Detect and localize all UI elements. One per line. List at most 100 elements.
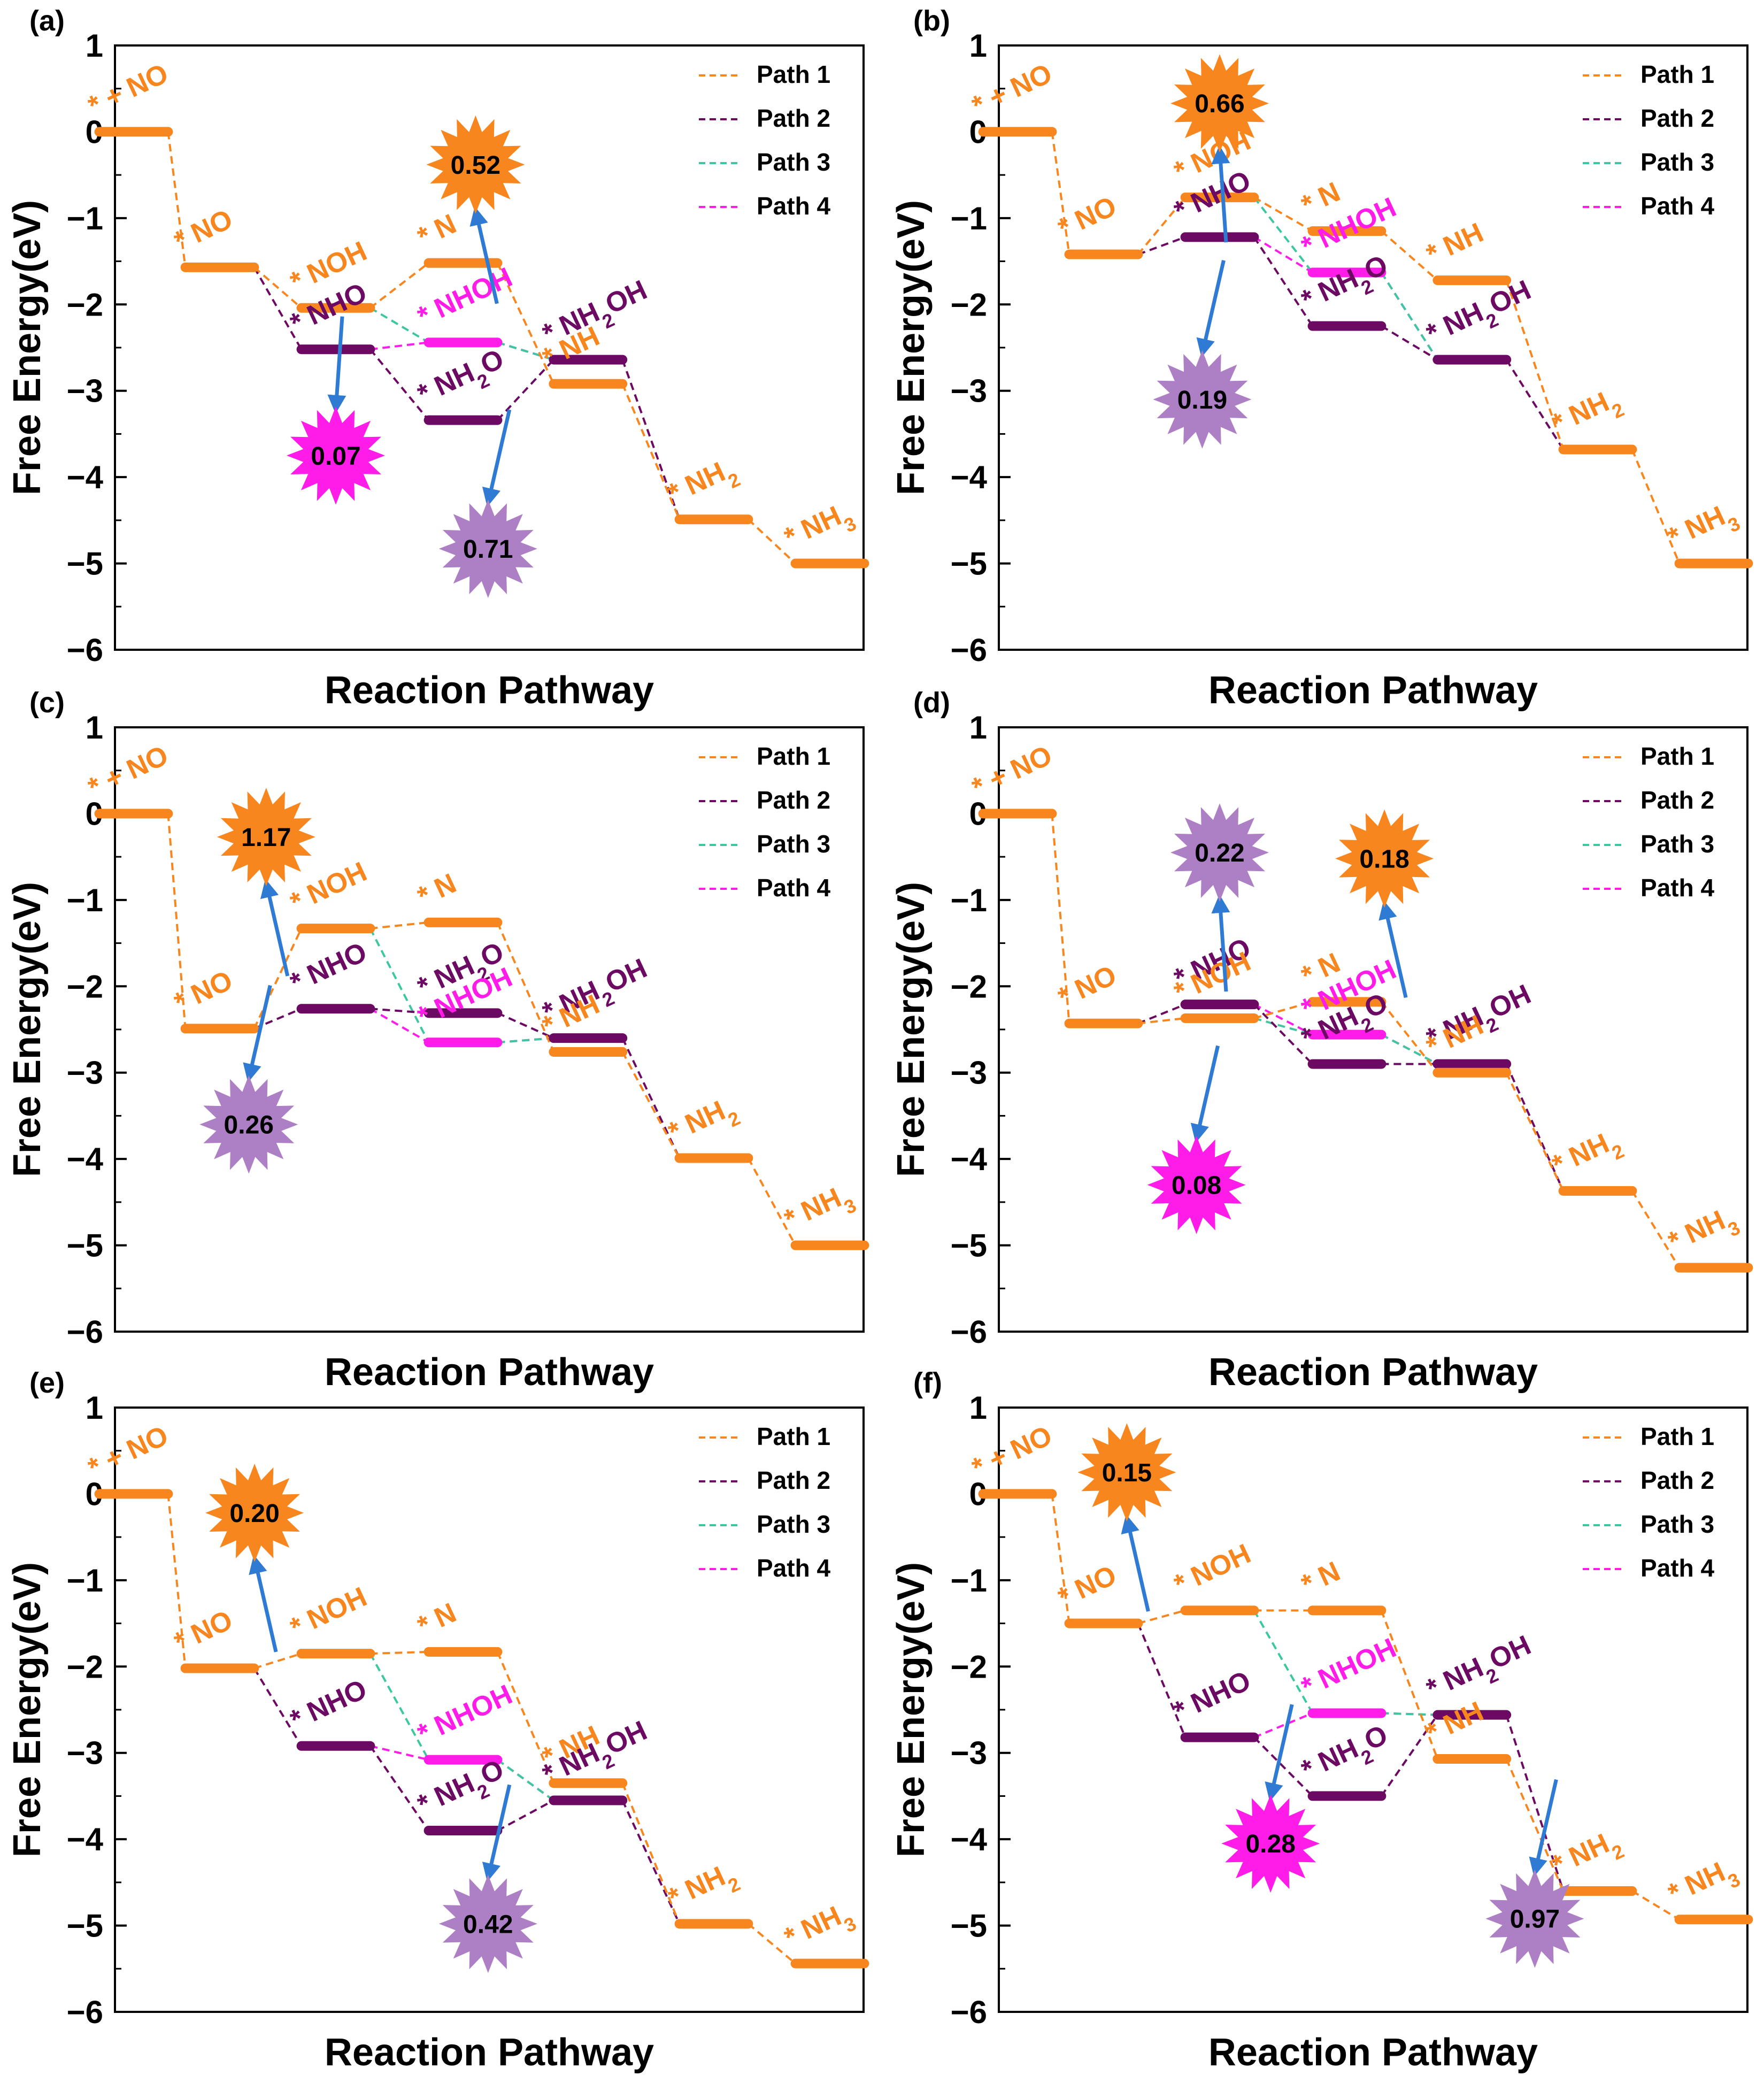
- species-label: * NO: [1053, 190, 1121, 244]
- connector-path-1: [1505, 280, 1565, 450]
- connector-path-2: [621, 1037, 681, 1159]
- barrier-value: 0.08: [1172, 1172, 1221, 1200]
- connector-path-1: [1253, 196, 1313, 232]
- species-label: * NOH: [1169, 1538, 1255, 1600]
- legend-entry: Path 3: [1640, 148, 1714, 176]
- species-label: * N: [1297, 1556, 1345, 1600]
- legend-entry: Path 3: [757, 1510, 830, 1538]
- species-label: * NHO: [286, 936, 372, 998]
- connector-path-1: [621, 1051, 681, 1159]
- y-tick-label: −1: [67, 882, 103, 918]
- species-label: * NH2O: [1297, 1719, 1396, 1794]
- barrier-value: 0.20: [229, 1500, 279, 1528]
- connector-path-3: [1253, 196, 1314, 273]
- barrier-value: 0.97: [1510, 1905, 1560, 1934]
- connector-path-1: [1380, 1001, 1438, 1073]
- y-axis-title: Free Energy(eV): [890, 882, 933, 1177]
- legend-entry: Path 2: [1640, 104, 1714, 132]
- barrier-star: [1221, 1794, 1320, 1893]
- connector-path-2: [1253, 1736, 1314, 1797]
- species-label: * NH2: [664, 452, 743, 517]
- legend-entry: Path 2: [757, 1466, 830, 1494]
- y-tick-label: −3: [67, 373, 103, 409]
- legend-entry: Path 4: [757, 1554, 830, 1582]
- legend-entry: Path 1: [1640, 60, 1714, 88]
- y-tick-label: −4: [951, 459, 988, 495]
- connector-path-2: [497, 1799, 554, 1832]
- connector-path-1: [1137, 196, 1187, 255]
- legend-entry: Path 2: [757, 104, 830, 132]
- barrier-arrow: [469, 206, 499, 304]
- connector-path-2: [253, 266, 303, 350]
- legend-entry: Path 1: [1640, 742, 1714, 770]
- y-tick-label: −6: [951, 1314, 987, 1350]
- connector-path-2: [1505, 359, 1565, 450]
- legend-entry: Path 4: [757, 192, 830, 220]
- barrier-star: [1335, 809, 1434, 908]
- barrier-arrow: [1121, 1514, 1150, 1612]
- y-tick-label: −3: [951, 373, 987, 409]
- connector-path-2: [369, 1745, 430, 1832]
- panel-label: (b): [913, 5, 950, 37]
- connector-path-2: [1137, 236, 1186, 256]
- barrier-value: 0.66: [1195, 90, 1244, 118]
- barrier-star: [1147, 1135, 1246, 1234]
- connector-path-2: [1505, 1063, 1565, 1192]
- connector-path-4: [370, 341, 429, 351]
- legend-entry: Path 3: [1640, 830, 1714, 858]
- species-label: * NH3: [780, 1178, 859, 1243]
- species-label: * NH2: [664, 1090, 743, 1156]
- species-label: * NH2: [1547, 1123, 1627, 1188]
- connector-path-2: [1137, 1623, 1187, 1738]
- barrier-value: 0.42: [463, 1910, 513, 1939]
- barrier-arrow: [327, 316, 346, 414]
- y-tick-label: −3: [67, 1055, 103, 1091]
- species-label: * NH3: [780, 496, 859, 561]
- legend-entry: Path 3: [757, 830, 830, 858]
- connector-path-2: [253, 1667, 303, 1747]
- y-axis-title: Free Energy(eV): [6, 1562, 49, 1857]
- barrier-arrow: [1196, 260, 1226, 358]
- legend-entry: Path 1: [757, 1423, 830, 1450]
- connector-path-2: [1253, 1003, 1314, 1065]
- barrier-arrow: [243, 985, 272, 1083]
- species-label: * + NO: [967, 740, 1057, 803]
- barrier-value: 0.15: [1102, 1459, 1152, 1487]
- species-label: * NH2OH: [1422, 274, 1539, 357]
- connector-path-2: [1505, 1715, 1565, 1892]
- species-label: * NH3: [780, 1896, 859, 1961]
- y-tick-label: −6: [951, 1994, 987, 2030]
- panel-label: (f): [913, 1367, 942, 1399]
- panel-label: (d): [913, 687, 950, 719]
- barrier-star: [1153, 350, 1252, 449]
- barrier-value: 0.28: [1245, 1830, 1295, 1858]
- connector-path-1: [1137, 1609, 1186, 1625]
- y-tick-label: 1: [86, 710, 103, 745]
- y-tick-label: −4: [67, 1141, 104, 1177]
- barrier-star: [1485, 1869, 1584, 1968]
- connector-path-1: [496, 262, 555, 385]
- y-tick-label: −4: [951, 1821, 988, 1857]
- y-tick-label: −6: [67, 1314, 103, 1350]
- y-tick-label: 1: [86, 28, 103, 64]
- connector-path-1: [253, 1652, 302, 1670]
- barrier-value: 0.07: [311, 442, 360, 471]
- species-label: * N: [413, 1597, 461, 1642]
- connector-path-4: [1253, 1003, 1313, 1036]
- connector-path-2: [621, 1800, 681, 1925]
- barrier-star: [1170, 803, 1269, 902]
- species-label: * NH: [1422, 1696, 1488, 1749]
- connector-path-3: [1253, 1017, 1313, 1036]
- y-tick-label: −3: [951, 1735, 987, 1771]
- species-label: * + NO: [83, 1420, 173, 1484]
- barrier-arrow: [1529, 1779, 1558, 1877]
- y-tick-label: −5: [951, 1908, 987, 1944]
- barrier-value: 0.19: [1177, 386, 1227, 414]
- barrier-star: [217, 788, 315, 886]
- y-tick-label: −2: [67, 1649, 103, 1685]
- barrier-star: [1077, 1423, 1176, 1522]
- barrier-value: 0.18: [1359, 845, 1409, 873]
